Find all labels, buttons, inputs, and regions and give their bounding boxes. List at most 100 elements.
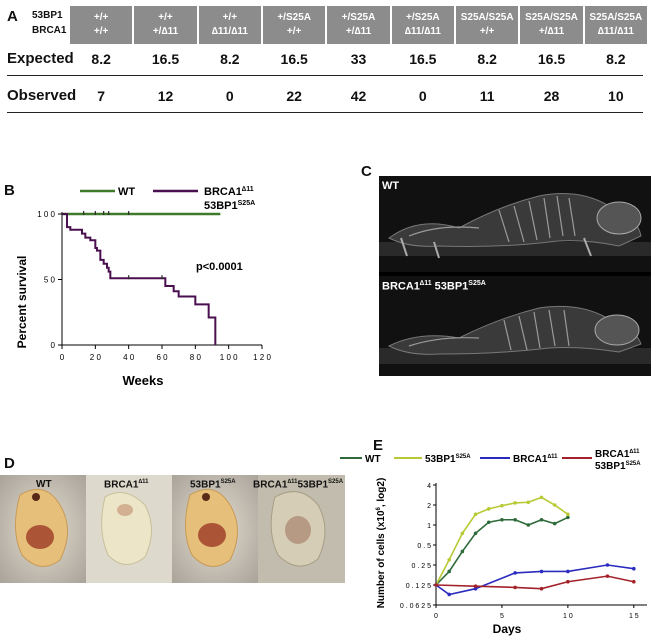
embryo-panel: WT BRCA1∆11 53BP1S25A BRCA1∆1153BP1S25A — [0, 475, 345, 583]
xray-mutant: BRCA1∆11 53BP1S25A — [379, 276, 651, 376]
table-cell: 16.5 — [537, 51, 566, 67]
panel-b-label: B — [4, 182, 15, 199]
genotype-53bp1: +/+ — [93, 12, 109, 23]
x-tick-label: 0 — [60, 353, 65, 362]
genotype-column-header: +/+ +/+ — [70, 6, 133, 44]
table-cell: 42 — [350, 88, 367, 104]
mouse-skeleton-mutant-image — [379, 276, 651, 376]
genotype-brca1: ∆11/∆11 — [211, 26, 248, 37]
row-divider — [7, 75, 643, 76]
x-tick-label: 1 0 0 — [220, 353, 238, 362]
xray-caption-wt: WT — [382, 180, 400, 192]
growth-series-line — [435, 564, 634, 596]
growth-data-point — [460, 549, 465, 554]
growth-data-point — [473, 584, 478, 588]
xray-caption-mutant: BRCA1∆11 53BP1S25A — [382, 280, 486, 293]
table-cell: 8.2 — [606, 51, 626, 67]
genotype-53bp1: S25A/S25A — [525, 12, 578, 23]
growth-data-point — [605, 574, 610, 578]
x-tick-label: 5 — [500, 613, 504, 620]
growth-data-point — [486, 507, 491, 511]
xray-wt: WT — [379, 176, 651, 272]
genotype-header: +/+ +/+ +/+ +/∆11 +/+ ∆11/∆11 +/S25A +/+ +/S25A +… — [69, 6, 648, 44]
panel-d-label: D — [4, 455, 15, 472]
embryo-caption-53bp1: 53BP1S25A — [190, 479, 236, 491]
table-cell: 16.5 — [280, 51, 308, 67]
growth-data-point — [500, 517, 504, 522]
growth-data-point — [460, 531, 465, 536]
genotype-column-header: +/S25A ∆11/∆11 — [391, 6, 454, 44]
y-axis-label: Percent survival — [15, 256, 29, 349]
x-tick-label: 2 0 — [90, 353, 102, 362]
growth-data-point — [500, 503, 504, 508]
genotype-brca1: +/∆11 — [152, 26, 179, 37]
embryo-brca1 — [101, 492, 152, 565]
genotype-53bp1: +/S25A — [341, 12, 376, 23]
growth-data-point — [539, 586, 544, 591]
growth-data-point — [513, 501, 517, 505]
gene-label-brca1: BRCA1 — [32, 25, 67, 36]
growth-series-line — [435, 516, 569, 586]
growth-data-point — [526, 523, 531, 527]
table-cell: 33 — [350, 51, 367, 67]
table-cell: 11 — [479, 88, 495, 104]
y-tick-label: 2 — [427, 503, 431, 510]
legend-label-wt: WT — [365, 454, 381, 465]
legend-label-mutant-2: 53BP1S25A — [204, 200, 255, 212]
genotype-brca1: +/+ — [479, 26, 495, 37]
growth-data-point — [566, 579, 570, 584]
genotype-53bp1: S25A/S25A — [589, 12, 643, 23]
genotype-column-header: +/+ ∆11/∆11 — [198, 6, 261, 44]
growth-data-point — [566, 515, 570, 520]
y-tick-label: 0 . 2 5 — [412, 563, 432, 570]
row-label-expected: Expected — [7, 50, 74, 67]
table-bottom-rule — [7, 112, 643, 113]
growth-data-point — [513, 585, 517, 590]
row-label-observed: Observed — [7, 87, 77, 104]
genotype-column-header: S25A/S25A +/+ — [456, 6, 519, 44]
y-tick-label: 0 . 1 2 5 — [406, 583, 431, 590]
genotype-53bp1: +/S25A — [277, 12, 311, 23]
table-cell: 0 — [225, 88, 234, 104]
embryo-caption-double: BRCA1∆1153BP1S25A — [253, 479, 344, 491]
legend-label-wt: WT — [118, 186, 135, 198]
x-axis-label: Weeks — [123, 373, 164, 388]
growth-data-point — [539, 569, 544, 574]
table-cell: 16.5 — [409, 51, 437, 67]
embryo-caption-wt: WT — [36, 479, 52, 490]
growth-data-point — [539, 517, 544, 522]
panel-a-label: A — [7, 8, 18, 25]
table-cell: 22 — [286, 88, 302, 104]
gene-label-53bp1: 53BP1 — [32, 10, 63, 21]
embryo-photos — [0, 475, 345, 583]
legend-label-double-2: 53BP1S25A — [595, 461, 641, 472]
panel-c-label: C — [361, 163, 372, 180]
legend-label-brca1: BRCA1∆11 — [513, 453, 558, 465]
growth-data-point — [486, 520, 491, 525]
y-axis-label: Number of cells (x106, log2) — [376, 478, 387, 609]
table-cell: 16.5 — [151, 51, 180, 67]
x-tick-label: 1 5 — [629, 613, 639, 620]
growth-data-point — [552, 503, 557, 507]
x-tick-label: 1 0 — [563, 613, 573, 620]
genotype-column-header: +/S25A +/+ — [263, 6, 326, 44]
p-value-annotation: p<0.0001 — [196, 261, 243, 273]
growth-data-point — [513, 517, 517, 522]
table-cell: 12 — [157, 88, 174, 104]
genotype-53bp1: S25A/S25A — [460, 12, 514, 23]
growth-series-line — [435, 575, 634, 590]
growth-data-point — [473, 512, 478, 517]
growth-data-point — [447, 592, 451, 597]
x-tick-label: 6 0 — [156, 353, 168, 362]
growth-data-point — [434, 583, 438, 587]
growth-data-point — [632, 579, 636, 584]
y-tick-label: 4 — [427, 483, 431, 490]
genotype-brca1: ∆11/∆11 — [404, 26, 441, 37]
legend-label-double: BRCA1∆11 — [595, 448, 640, 460]
table-cell: 8.2 — [91, 51, 111, 67]
growth-data-point — [566, 569, 570, 574]
table-cell: 8.2 — [477, 51, 497, 67]
growth-data-point — [605, 563, 610, 567]
y-tick-label: 1 — [427, 523, 431, 530]
genotype-column-header: +/S25A +/∆11 — [327, 6, 390, 44]
